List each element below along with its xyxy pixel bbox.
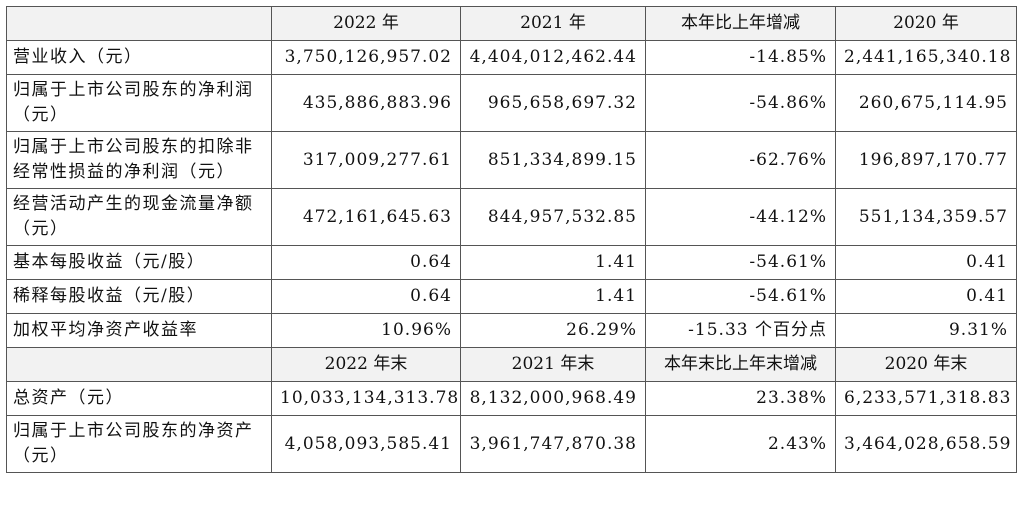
value-cell: 965,658,697.32 [460,74,646,132]
value-cell: 1.41 [460,245,646,280]
row-label: 加权平均净资产收益率 [6,313,272,348]
row-label: 归属于上市公司股东的净利润（元） [6,74,272,132]
data-row: 营业收入（元） 3,750,126,957.02 4,404,012,462.44-… [6,40,1017,75]
value-cell: 3,464,028,658.59 [835,415,1017,473]
header-cell: 2020 年 [835,6,1017,41]
value-cell: 9.31% [835,313,1017,348]
value-cell: 6,233,571,318.83 [835,381,1017,416]
value-cell: 4,058,093,585.41 [271,415,461,473]
value-cell: 0.41 [835,245,1017,280]
value-cell: 3,750,126,957.02 [271,40,461,75]
row-label: 基本每股收益（元/股） [6,245,272,280]
data-row: 加权平均净资产收益率 10.96% 26.29% -15.33 个百分点 9.31% [6,313,1017,348]
data-row: 经营活动产生的现金流量净额（元） 472,161,645.63 844,957,53… [6,188,1017,246]
value-cell: 2.43% [645,415,836,473]
row-label: 总资产（元） [6,381,272,416]
header-row: 2022 年 2021 年本年比上年增减 2020 年 [6,6,1017,41]
data-row: 基本每股收益（元/股） 0.64 1.41 -54.61% 0.41 [6,245,1017,280]
value-cell: 23.38% [645,381,836,416]
header-cell [6,6,272,41]
header-cell: 2020 年末 [835,347,1017,382]
value-cell: -54.61% [645,245,836,280]
value-cell: 0.64 [271,245,461,280]
row-label: 经营活动产生的现金流量净额（元） [6,188,272,246]
value-cell: -44.12% [645,188,836,246]
header-cell: 2021 年 [460,6,646,41]
table-body: 2022 年 2021 年本年比上年增减 2020 年营业收入（元） 3,750,12… [6,6,1017,473]
value-cell: 4,404,012,462.44 [460,40,646,75]
header-cell [6,347,272,382]
header-cell: 2022 年 [271,6,461,41]
header-cell: 2021 年末 [460,347,646,382]
value-cell: -15.33 个百分点 [645,313,836,348]
value-cell: -54.86% [645,74,836,132]
data-row: 稀释每股收益（元/股） 0.64 1.41 -54.61% 0.41 [6,279,1017,314]
value-cell: 435,886,883.96 [271,74,461,132]
data-row: 归属于上市公司股东的净资产（元） 4,058,093,585.41 3,961,74… [6,415,1017,473]
value-cell: 551,134,359.57 [835,188,1017,246]
value-cell: 10,033,134,313.78 [271,381,461,416]
value-cell: 1.41 [460,279,646,314]
value-cell: 317,009,277.61 [271,131,461,189]
value-cell: 26.29% [460,313,646,348]
header-cell: 本年末比上年末增减 [645,347,836,382]
data-row: 归属于上市公司股东的净利润（元） 435,886,883.96 965,658,69… [6,74,1017,132]
value-cell: 3,961,747,870.38 [460,415,646,473]
value-cell: -54.61% [645,279,836,314]
value-cell: 10.96% [271,313,461,348]
value-cell: 851,334,899.15 [460,131,646,189]
header-cell: 本年比上年增减 [645,6,836,41]
value-cell: 8,132,000,968.49 [460,381,646,416]
row-label: 归属于上市公司股东的净资产（元） [6,415,272,473]
data-row: 归属于上市公司股东的扣除非经常性损益的净利润（元） 317,009,277.61 8… [6,131,1017,189]
row-label: 营业收入（元） [6,40,272,75]
financial-table: 2022 年 2021 年本年比上年增减 2020 年营业收入（元） 3,750,12… [6,6,1017,473]
row-label: 稀释每股收益（元/股） [6,279,272,314]
value-cell: 472,161,645.63 [271,188,461,246]
header-cell: 2022 年末 [271,347,461,382]
data-row: 总资产（元） 10,033,134,313.78 8,132,000,968.49 2… [6,381,1017,416]
value-cell: 196,897,170.77 [835,131,1017,189]
value-cell: 2,441,165,340.18 [835,40,1017,75]
value-cell: 844,957,532.85 [460,188,646,246]
value-cell: -14.85% [645,40,836,75]
value-cell: 260,675,114.95 [835,74,1017,132]
row-label: 归属于上市公司股东的扣除非经常性损益的净利润（元） [6,131,272,189]
header-row: 2022 年末 2021 年末 本年末比上年末增减 2020 年末 [6,347,1017,382]
value-cell: 0.64 [271,279,461,314]
value-cell: 0.41 [835,279,1017,314]
value-cell: -62.76% [645,131,836,189]
